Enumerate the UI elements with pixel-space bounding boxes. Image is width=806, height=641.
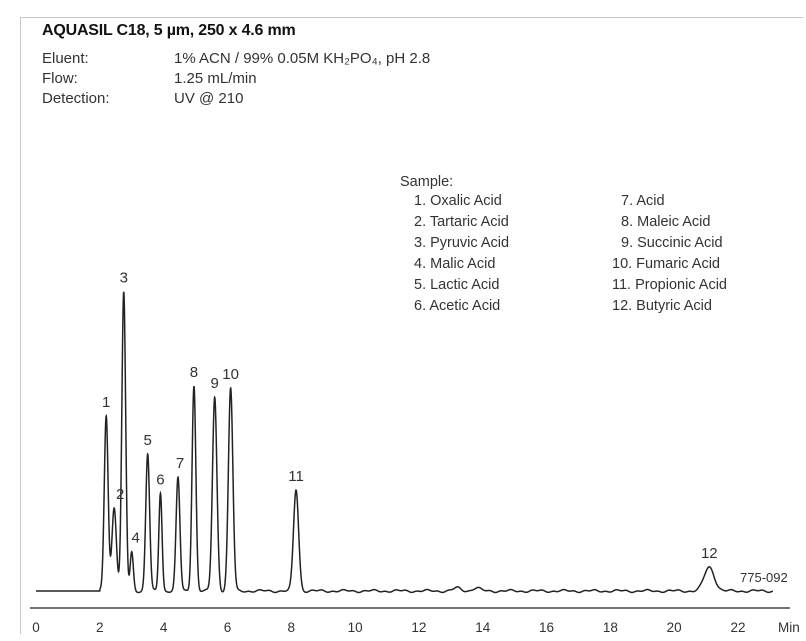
peak-label-6: 6 — [156, 471, 164, 488]
detection-row: Detection: UV @ 210 — [42, 90, 243, 107]
x-tick-label: 6 — [224, 620, 232, 635]
sample-item: 10. Fumaric Acid — [612, 256, 720, 272]
detection-label: Detection: — [42, 90, 110, 107]
x-tick-label: 0 — [32, 620, 40, 635]
sample-item: 9. Succinic Acid — [621, 235, 723, 251]
figure-code: 775-092 — [740, 570, 788, 585]
x-tick-label: 14 — [475, 620, 491, 635]
sample-item: 12. Butyric Acid — [612, 298, 712, 314]
flow-row: Flow: 1.25 mL/min — [42, 70, 257, 87]
x-tick-label: 10 — [348, 620, 363, 635]
column-title: AQUASIL C18, 5 µm, 250 x 4.6 mm — [42, 22, 296, 39]
sample-item: 11. Propionic Acid — [612, 277, 727, 293]
sample-item: 5. Lactic Acid — [414, 277, 500, 293]
detection-value: UV @ 210 — [174, 90, 244, 107]
peak-label-4: 4 — [132, 530, 140, 547]
eluent-row: Eluent: 1% ACN / 99% 0.05M KH₂PO₄, pH 2.… — [42, 50, 430, 67]
peak-label-8: 8 — [190, 364, 198, 381]
x-tick-label: 8 — [288, 620, 296, 635]
sample-item: 3. Pyruvic Acid — [414, 235, 510, 251]
sample-item: 7. Acid — [621, 193, 665, 209]
x-tick-label: 4 — [160, 620, 168, 635]
x-tick-label: 22 — [730, 620, 745, 635]
eluent-label: Eluent: — [42, 50, 89, 67]
sample-heading: Sample: — [400, 174, 454, 190]
sample-item: 1. Oxalic Acid — [414, 193, 502, 209]
x-tick-label: 18 — [603, 620, 618, 635]
x-axis-unit: Min — [778, 620, 800, 635]
x-tick-label: 2 — [96, 620, 104, 635]
peak-label-3: 3 — [120, 270, 128, 287]
peak-label-9: 9 — [211, 375, 219, 392]
peak-label-5: 5 — [144, 432, 152, 449]
x-tick-label: 20 — [667, 620, 682, 635]
peak-label-1: 1 — [102, 394, 110, 411]
sample-item: 8. Maleic Acid — [621, 214, 711, 230]
trace-layer — [36, 291, 774, 594]
chart-frame — [20, 17, 803, 634]
sample-item: 4. Malic Acid — [414, 256, 496, 272]
x-tick-label: 12 — [411, 620, 426, 635]
time-axis: 0 2 4 6 8 10 12 14 16 18 20 22 Min — [30, 607, 800, 635]
chromatogram-trace — [36, 291, 774, 594]
x-tick-label: 16 — [539, 620, 554, 635]
sample-item: 2. Tartaric Acid — [414, 214, 509, 230]
peak-label-10: 10 — [222, 366, 239, 383]
flow-value: 1.25 mL/min — [174, 70, 257, 87]
sample-item: 6. Acetic Acid — [414, 298, 501, 314]
peak-label-7: 7 — [176, 455, 184, 472]
flow-label: Flow: — [42, 70, 78, 87]
eluent-value: 1% ACN / 99% 0.05M KH₂PO₄, pH 2.8 — [174, 50, 431, 67]
peak-label-11: 11 — [288, 468, 304, 485]
peak-label-2: 2 — [116, 486, 124, 503]
peak-label-12: 12 — [701, 545, 718, 562]
